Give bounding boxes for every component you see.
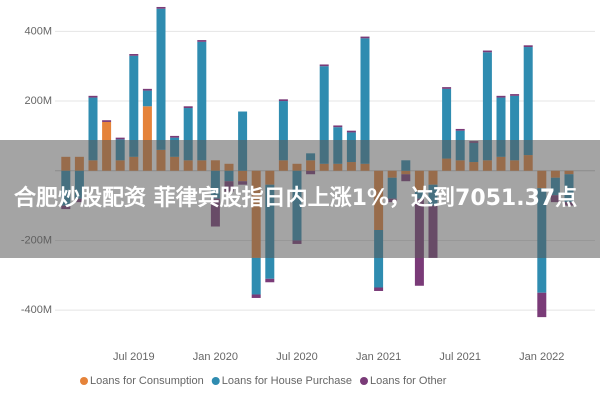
bar [156, 8, 166, 150]
bar [442, 88, 452, 159]
legend-marker [211, 377, 220, 385]
bar [278, 101, 288, 161]
legend-label: Loans for House Purchase [222, 375, 352, 387]
bar [510, 94, 520, 96]
bar [142, 90, 152, 107]
x-tick-label: Jul 2021 [439, 351, 481, 363]
bar [319, 64, 329, 67]
banner: 合肥炒股配资 菲律宾股指日内上涨1%，达到7051.37点 [0, 140, 600, 258]
x-tick-label: Jul 2020 [276, 351, 318, 363]
bar [360, 38, 370, 164]
bar [102, 120, 112, 122]
legend-marker [359, 377, 368, 385]
bar [510, 95, 520, 161]
bar [251, 257, 261, 295]
bar [115, 137, 125, 140]
x-tick-label: Jan 2021 [356, 351, 401, 363]
y-tick-label: 200M [24, 95, 52, 107]
banner-text: 合肥炒股配资 菲律宾股指日内上涨1%，达到7051.37点 [14, 186, 578, 211]
bar [482, 52, 492, 161]
bar [523, 45, 533, 48]
bar [319, 66, 329, 164]
bar [346, 130, 356, 133]
bar [442, 87, 452, 89]
bar [142, 106, 152, 171]
bar [183, 108, 193, 161]
bar [170, 135, 180, 138]
bar [88, 95, 98, 98]
bar [374, 287, 384, 291]
bar [333, 125, 343, 128]
bar [88, 97, 98, 161]
bar [278, 99, 288, 102]
bar [482, 50, 492, 53]
bar [496, 97, 506, 157]
bar [374, 230, 384, 288]
bar [197, 40, 207, 42]
bar [183, 106, 193, 109]
bar [156, 6, 166, 9]
y-tick-label: 400M [24, 25, 52, 37]
bar [142, 88, 152, 91]
x-tick-label: Jan 2020 [193, 351, 238, 363]
bar [537, 292, 547, 318]
bar [360, 36, 370, 39]
legend-label: Loans for Other [370, 375, 447, 387]
y-tick-label: -400M [21, 304, 52, 316]
bar [265, 278, 275, 283]
bar [129, 55, 139, 157]
legend-label: Loans for Consumption [90, 375, 204, 387]
bar [523, 47, 533, 156]
legend-marker [80, 377, 88, 385]
x-tick-label: Jul 2019 [113, 351, 155, 363]
bar [129, 54, 139, 56]
bar [251, 294, 261, 298]
bar [197, 41, 207, 161]
bar [496, 95, 506, 98]
bar [455, 128, 465, 131]
x-tick-label: Jan 2022 [519, 351, 564, 363]
